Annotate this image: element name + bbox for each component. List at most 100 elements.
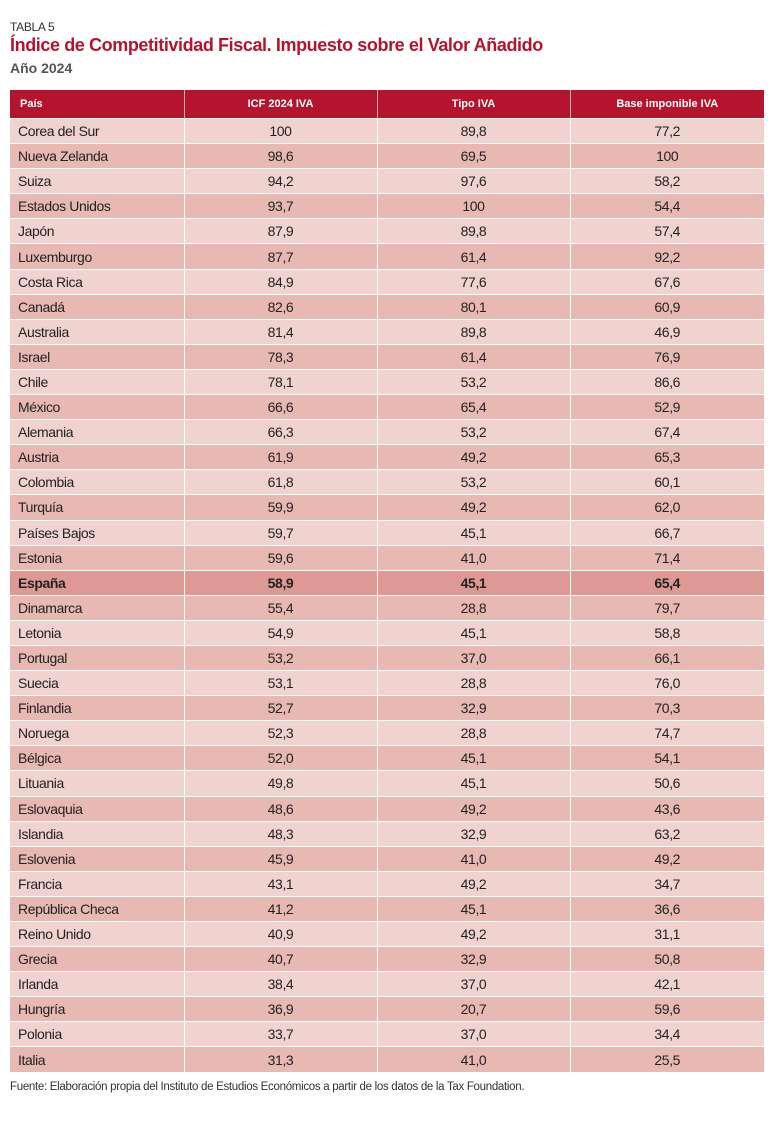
table-row: Eslovenia 45,9 41,0 49,2 <box>10 845 764 872</box>
country-cell: Grecia <box>10 946 185 972</box>
tipo-cell: 69,5 <box>377 143 571 169</box>
tipo-cell: 32,9 <box>377 695 571 721</box>
base-cell: 58,2 <box>570 168 764 194</box>
icf-cell: 98,6 <box>184 143 378 169</box>
base-cell: 60,9 <box>570 293 764 320</box>
base-cell: 52,9 <box>570 394 764 420</box>
table-row: Dinamarca 55,4 28,8 79,7 <box>10 594 764 621</box>
icf-cell: 59,6 <box>184 544 378 571</box>
country-cell: Austria <box>10 444 185 470</box>
country-cell: Bélgica <box>10 745 185 771</box>
table-row: Irlanda 38,4 37,0 42,1 <box>10 971 764 997</box>
country-cell: Corea del Sur <box>10 117 185 144</box>
country-cell: Suecia <box>10 670 185 696</box>
table-row: Eslovaquia 48,6 49,2 43,6 <box>10 795 764 822</box>
base-cell: 66,1 <box>570 644 764 671</box>
table-label: TABLA 5 <box>10 20 55 34</box>
icf-cell: 78,1 <box>184 368 378 395</box>
tipo-cell: 61,4 <box>377 343 571 370</box>
country-cell: Islandia <box>10 820 185 847</box>
icf-cell: 43,1 <box>184 870 378 897</box>
table-row: Estonia 59,6 41,0 71,4 <box>10 544 764 571</box>
tipo-cell: 45,1 <box>377 770 571 797</box>
base-cell: 70,3 <box>570 695 764 721</box>
tipo-cell: 49,2 <box>377 870 571 897</box>
icf-cell: 38,4 <box>184 971 378 997</box>
base-cell: 34,4 <box>570 1021 764 1047</box>
base-cell: 42,1 <box>570 971 764 997</box>
tipo-cell: 97,6 <box>377 168 571 194</box>
base-cell: 77,2 <box>570 117 764 144</box>
tipo-cell: 45,1 <box>377 519 571 546</box>
country-cell: Alemania <box>10 419 185 445</box>
table-row: Alemania 66,3 53,2 67,4 <box>10 419 764 445</box>
icf-cell: 48,6 <box>184 795 378 822</box>
base-cell: 66,7 <box>570 519 764 546</box>
country-cell: Lituania <box>10 770 185 797</box>
tipo-cell: 65,4 <box>377 394 571 420</box>
table-row: Noruega 52,3 28,8 74,7 <box>10 720 764 746</box>
base-cell: 25,5 <box>570 1046 764 1072</box>
base-cell: 54,1 <box>570 745 764 771</box>
country-cell: Israel <box>10 343 185 370</box>
table-row: Islandia 48,3 32,9 63,2 <box>10 820 764 847</box>
base-cell: 49,2 <box>570 845 764 872</box>
table-row: España 58,9 45,1 65,4 <box>10 569 764 596</box>
tipo-cell: 53,2 <box>377 419 571 445</box>
table-row: Japón 87,9 89,8 57,4 <box>10 218 764 244</box>
icf-cell: 54,9 <box>184 619 378 646</box>
tipo-cell: 32,9 <box>377 946 571 972</box>
icf-cell: 93,7 <box>184 193 378 219</box>
country-cell: Reino Unido <box>10 920 185 947</box>
base-cell: 76,9 <box>570 343 764 370</box>
tipo-cell: 37,0 <box>377 1021 571 1047</box>
country-cell: Estonia <box>10 544 185 571</box>
tipo-cell: 89,8 <box>377 318 571 345</box>
icf-cell: 61,9 <box>184 444 378 470</box>
page-subtitle: Año 2024 <box>10 60 73 76</box>
icf-cell: 78,3 <box>184 343 378 370</box>
table-row: Turquía 59,9 49,2 62,0 <box>10 494 764 520</box>
column-header-pais: País <box>10 90 185 119</box>
tipo-cell: 37,0 <box>377 644 571 671</box>
tipo-cell: 28,8 <box>377 720 571 746</box>
tipo-cell: 53,2 <box>377 368 571 395</box>
country-cell: España <box>10 569 185 596</box>
country-cell: Nueva Zelanda <box>10 143 185 169</box>
table-row: Letonia 54,9 45,1 58,8 <box>10 619 764 646</box>
icf-cell: 59,9 <box>184 494 378 520</box>
tipo-cell: 49,2 <box>377 494 571 520</box>
country-cell: Italia <box>10 1046 185 1072</box>
icf-cell: 87,9 <box>184 218 378 244</box>
country-cell: Colombia <box>10 469 185 495</box>
table-row: México 66,6 65,4 52,9 <box>10 394 764 420</box>
icf-cell: 52,7 <box>184 695 378 721</box>
base-cell: 74,7 <box>570 720 764 746</box>
base-cell: 62,0 <box>570 494 764 520</box>
base-cell: 71,4 <box>570 544 764 571</box>
tipo-cell: 28,8 <box>377 670 571 696</box>
country-cell: Luxemburgo <box>10 243 185 270</box>
tipo-cell: 49,2 <box>377 795 571 822</box>
tipo-cell: 53,2 <box>377 469 571 495</box>
icf-cell: 53,2 <box>184 644 378 671</box>
country-cell: Canadá <box>10 293 185 320</box>
table-row: Estados Unidos 93,7 100 54,4 <box>10 193 764 219</box>
table-row: Colombia 61,8 53,2 60,1 <box>10 469 764 495</box>
icf-cell: 58,9 <box>184 569 378 596</box>
tipo-cell: 45,1 <box>377 619 571 646</box>
page-title: Índice de Competitividad Fiscal. Impuest… <box>10 35 543 55</box>
table-row: Canadá 82,6 80,1 60,9 <box>10 293 764 320</box>
base-cell: 67,6 <box>570 268 764 295</box>
table-row: Lituania 49,8 45,1 50,6 <box>10 770 764 797</box>
table-row: Suiza 94,2 97,6 58,2 <box>10 168 764 194</box>
column-header-tipo: Tipo IVA <box>377 90 571 119</box>
table-row: Luxemburgo 87,7 61,4 92,2 <box>10 243 764 270</box>
base-cell: 36,6 <box>570 895 764 922</box>
base-cell: 46,9 <box>570 318 764 345</box>
country-cell: Dinamarca <box>10 594 185 621</box>
icf-cell: 100 <box>184 117 378 144</box>
tipo-cell: 49,2 <box>377 444 571 470</box>
table-row: Italia 31,3 41,0 25,5 <box>10 1046 764 1072</box>
country-cell: Costa Rica <box>10 268 185 295</box>
